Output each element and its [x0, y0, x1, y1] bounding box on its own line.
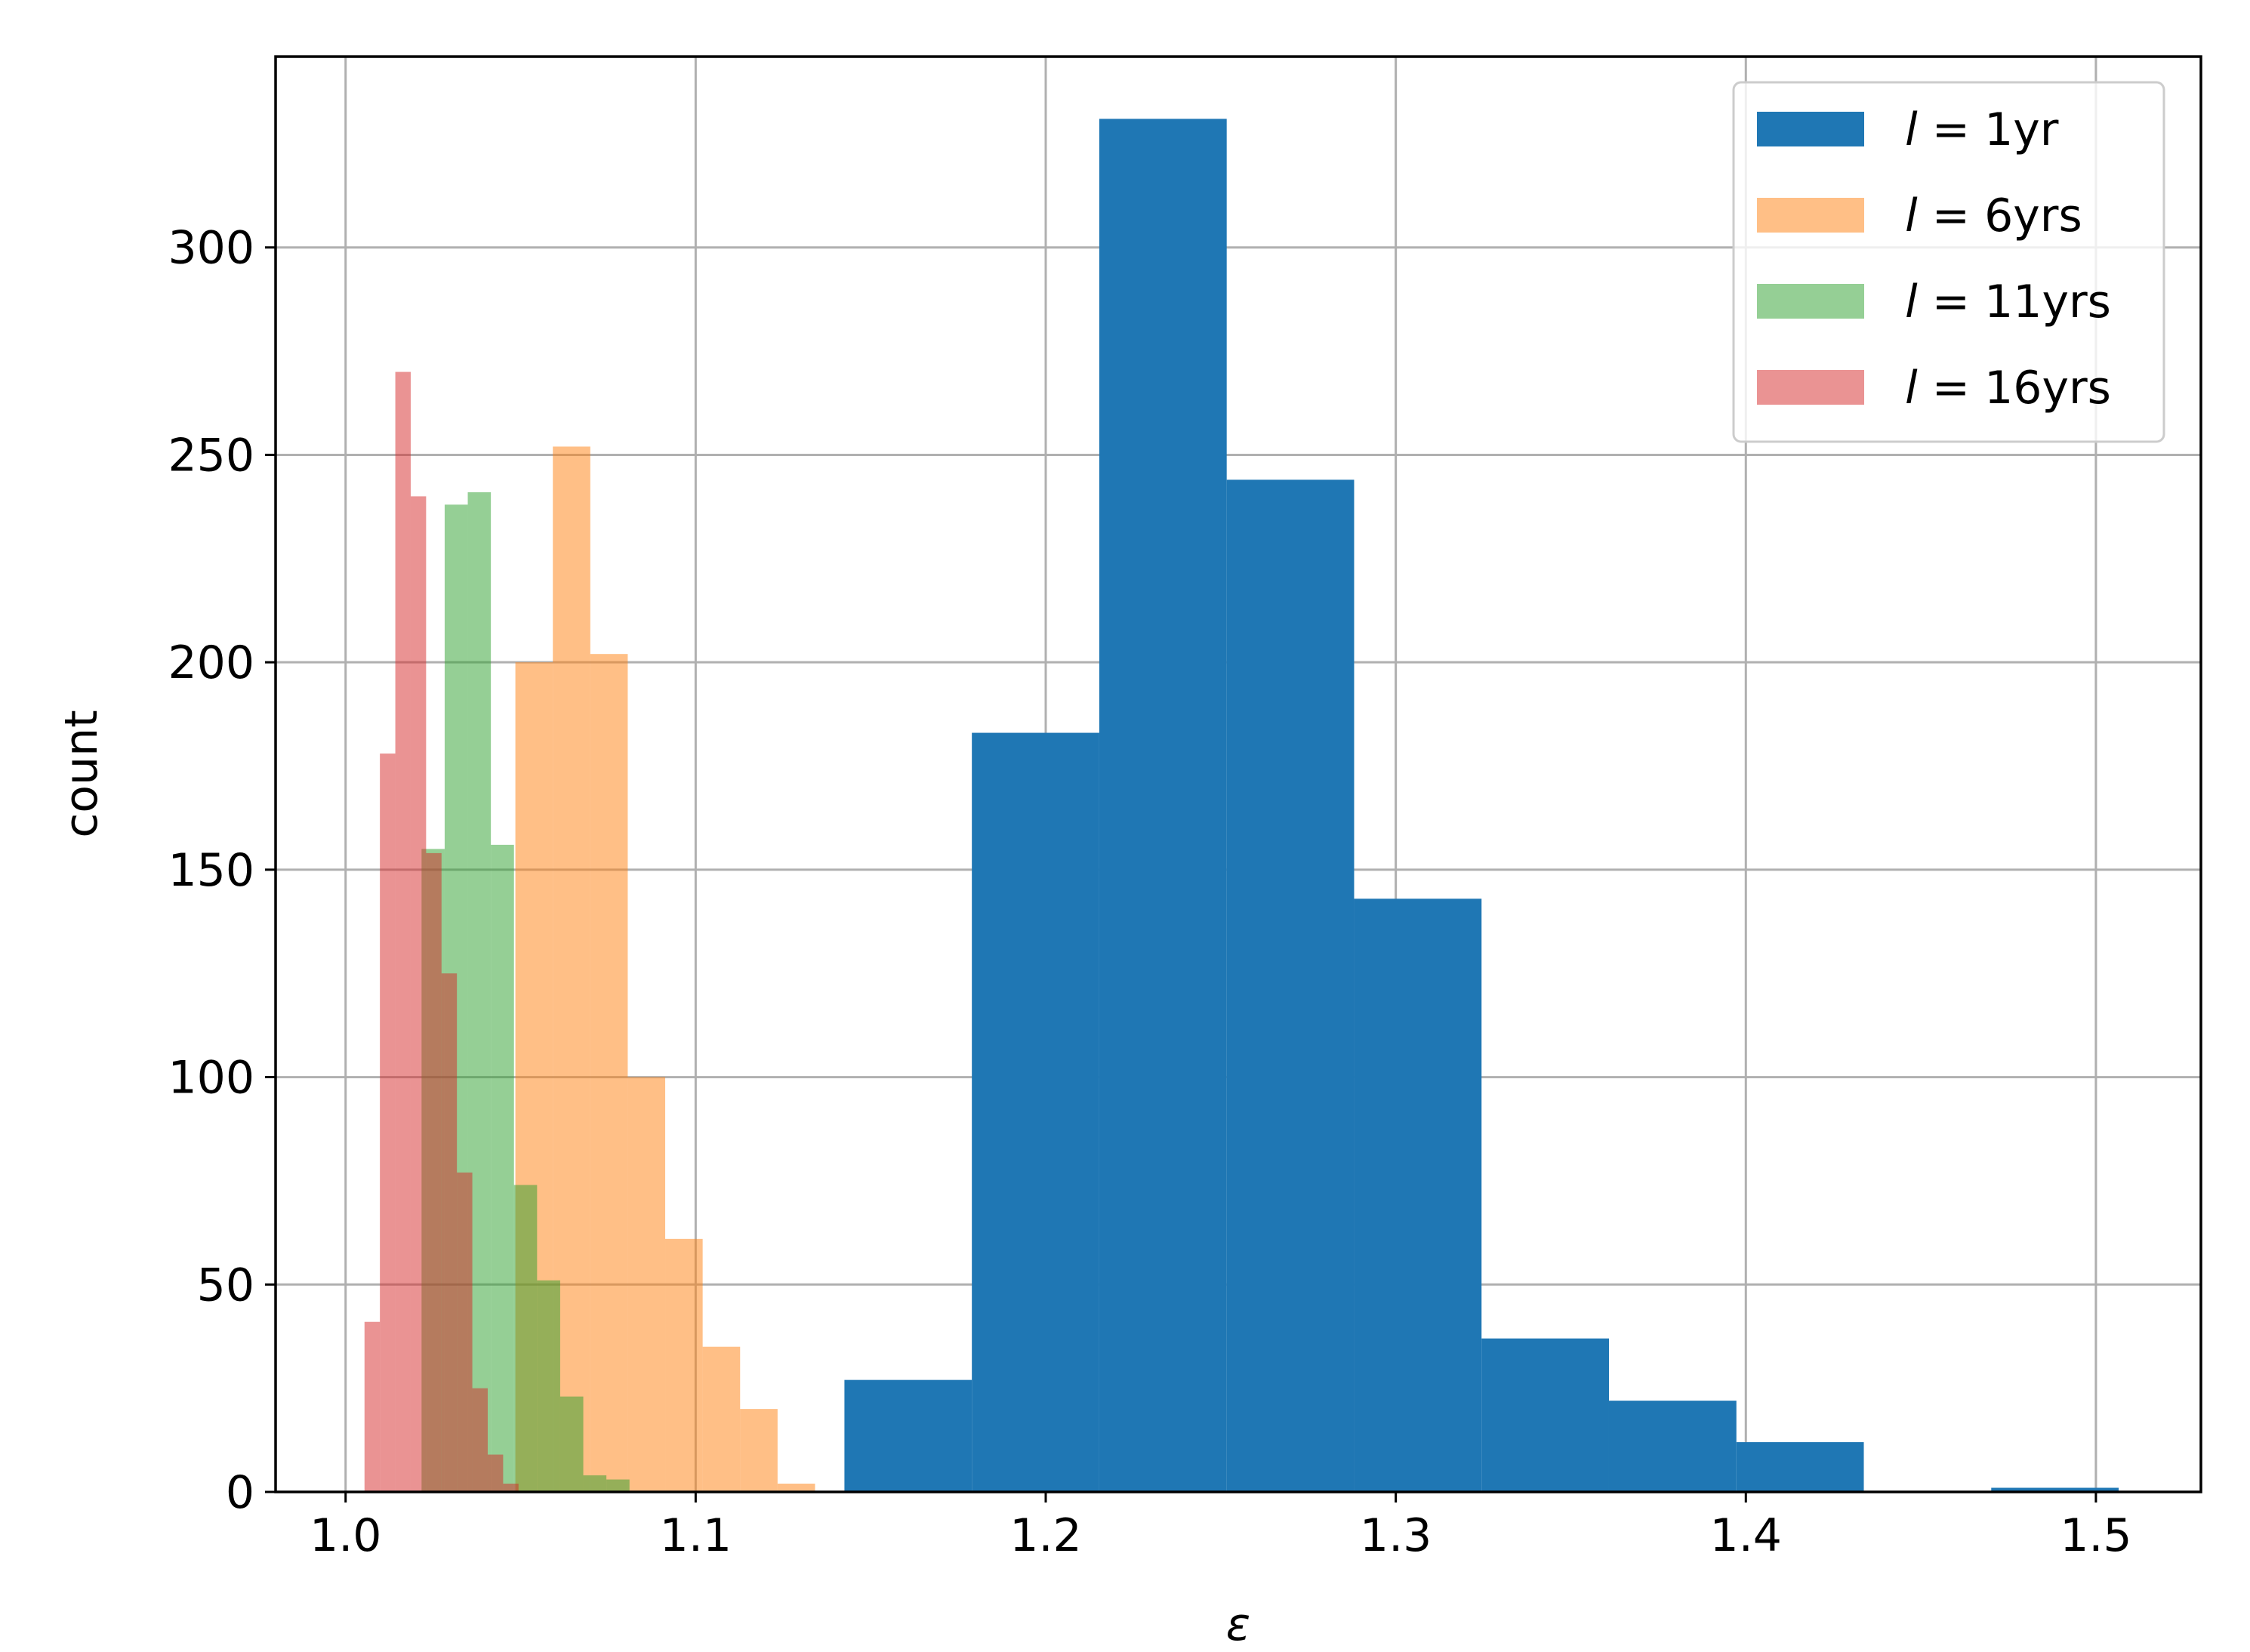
x-tick-label: 1.5: [2060, 1509, 2131, 1562]
histogram-bar: [503, 1484, 519, 1492]
histogram-bar: [1226, 479, 1355, 1492]
histogram-bar: [702, 1346, 741, 1492]
legend-box: [1732, 81, 2165, 443]
legend-swatch: [1757, 284, 1864, 319]
histogram-bar: [559, 1396, 584, 1492]
legend-label: l = 16yrs: [1905, 362, 2111, 415]
histogram-bar: [441, 973, 458, 1492]
histogram-bar: [1608, 1401, 1737, 1492]
histogram-bar: [665, 1238, 703, 1492]
histogram-bar: [583, 1475, 607, 1492]
y-tick-label: 50: [197, 1259, 254, 1311]
series-0-bars: [844, 119, 2119, 1492]
y-tick-label: 150: [168, 844, 254, 897]
histogram-bar: [777, 1484, 815, 1492]
axis-ticks: 1.0 1.1 1.2 1.3 1.4 1.5 0 50 100 150 200 250 300: [168, 222, 2131, 1562]
legend: l = 1yr l = 6yrs l = 11yrs l = 16yrs: [1732, 81, 2165, 443]
legend-label: l = 11yrs: [1905, 276, 2111, 328]
legend-swatch: [1757, 198, 1864, 233]
y-tick-label: 200: [168, 636, 254, 689]
histogram-bar: [1354, 898, 1482, 1492]
histogram-bar: [395, 371, 411, 1493]
histogram-bar: [487, 1454, 504, 1492]
histogram-bar: [491, 844, 514, 1492]
legend-swatch: [1757, 112, 1864, 146]
histogram-bar: [972, 732, 1099, 1492]
histogram-bar: [410, 496, 427, 1493]
y-tick-label: 300: [168, 222, 254, 275]
y-tick-label: 250: [168, 429, 254, 482]
x-tick-label: 1.4: [1710, 1509, 1782, 1562]
legend-label: l = 1yr: [1905, 103, 2059, 156]
histogram-bar: [1481, 1338, 1609, 1492]
histogram-bars: [364, 119, 2119, 1493]
x-tick-label: 1.3: [1360, 1509, 1432, 1562]
histogram-bar: [590, 654, 628, 1492]
legend-swatch: [1757, 370, 1864, 405]
histogram-bar: [537, 1280, 560, 1492]
histogram-bar: [1099, 119, 1227, 1492]
series-3-bars: [364, 371, 519, 1493]
legend-label: l = 6yrs: [1905, 190, 2082, 242]
x-axis-label: ε: [1226, 1598, 1250, 1651]
x-tick-label: 1.2: [1009, 1509, 1081, 1562]
histogram-bar: [627, 1077, 666, 1492]
y-axis-label: count: [55, 710, 108, 837]
histogram-bar: [472, 1388, 488, 1492]
histogram-bar: [844, 1379, 972, 1492]
histogram-bar: [364, 1321, 381, 1492]
histogram-bar: [457, 1172, 473, 1492]
histogram-bar: [380, 754, 396, 1492]
histogram-bar: [426, 852, 442, 1492]
x-tick-label: 1.0: [310, 1509, 381, 1562]
histogram-bar: [1736, 1442, 1864, 1492]
histogram-bar: [606, 1479, 630, 1492]
plot-frame: [274, 55, 2202, 1493]
y-tick-label: 100: [168, 1052, 254, 1105]
histogram-bar: [513, 1185, 538, 1492]
histogram-bar: [740, 1409, 778, 1492]
x-tick-label: 1.1: [660, 1509, 732, 1562]
y-tick-label: 0: [226, 1466, 254, 1519]
histogram-bar: [1991, 1487, 2119, 1492]
